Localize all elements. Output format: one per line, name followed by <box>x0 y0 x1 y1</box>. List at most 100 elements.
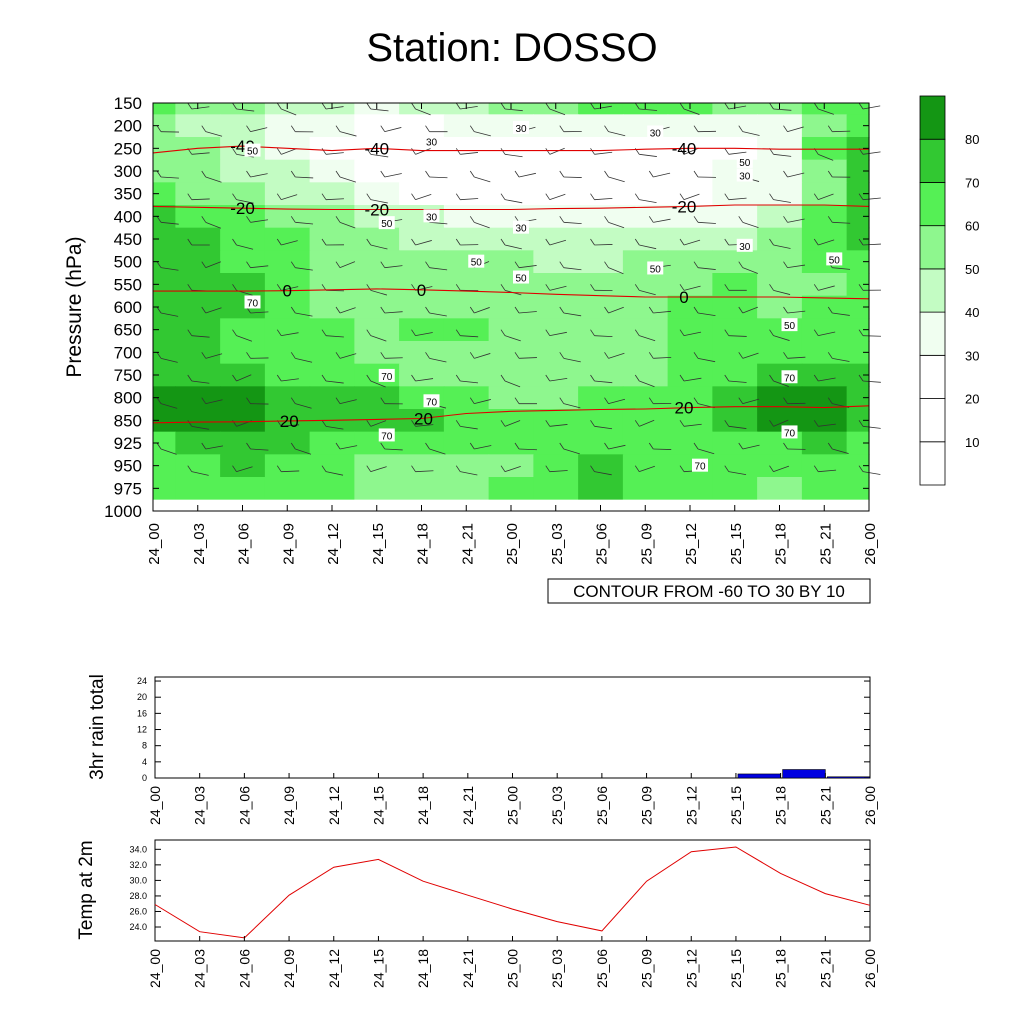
humidity-cell <box>153 250 176 274</box>
humidity-cell <box>578 182 624 206</box>
wind-barb <box>608 444 626 450</box>
wind-barb-flag <box>455 374 461 382</box>
humidity-cell <box>443 454 490 478</box>
wind-barb-flag <box>648 306 654 314</box>
wind-barb <box>862 105 881 110</box>
wind-barb-flag <box>290 170 296 178</box>
wind-barb <box>787 264 806 269</box>
wind-barb-flag <box>545 148 551 155</box>
humidity-cell <box>801 159 848 183</box>
humidity-cell <box>443 295 490 319</box>
wind-barb-flag <box>232 102 237 110</box>
rain-axis-label: 3hr rain total <box>87 674 108 780</box>
wind-barb-flag <box>411 465 416 472</box>
wind-barb-flag <box>290 397 296 404</box>
humidity-cell <box>667 386 713 410</box>
wind-barb <box>653 356 672 359</box>
wind-barb <box>370 153 389 158</box>
wind-barb <box>250 265 269 269</box>
wind-barb <box>474 445 492 450</box>
humidity-cell <box>175 114 221 138</box>
wind-barb <box>639 108 658 111</box>
colorbar: 10 20 30 40 50 60 70 80 <box>919 95 979 486</box>
wind-barb-flag <box>321 374 327 382</box>
wind-barb-flag <box>276 193 282 200</box>
wind-barb <box>608 131 626 137</box>
rain-y-tick-label: 24 <box>137 676 147 686</box>
humidity-cell <box>220 159 266 183</box>
wind-barb-flag <box>500 329 506 336</box>
wind-barb-flag <box>156 216 162 223</box>
humidity-cell <box>578 409 624 433</box>
humidity-cell <box>533 363 579 387</box>
humidity-cell <box>309 431 355 455</box>
humidity-cell <box>153 159 176 183</box>
humidity-cell <box>757 182 803 206</box>
humidity-cell <box>443 114 490 138</box>
wind-barb <box>429 267 448 271</box>
wind-barb-flag <box>425 170 430 178</box>
wind-barb <box>549 331 567 337</box>
wind-barb-flag <box>545 329 551 336</box>
wind-barb-flag <box>201 261 207 268</box>
wind-barb <box>504 466 521 473</box>
wind-barb-flag <box>724 193 730 200</box>
wind-barb-flag <box>514 170 520 178</box>
temp-x-tick-label: 24_12 <box>326 949 342 988</box>
temp-y-tick-label: 24.0 <box>129 922 147 932</box>
wind-barb-flag <box>693 442 699 450</box>
humidity-cell <box>578 227 624 251</box>
wind-barb <box>862 151 881 155</box>
wind-barb <box>504 335 521 342</box>
wind-barb-flag <box>366 420 372 427</box>
wind-barb <box>281 108 297 116</box>
wind-barb <box>236 466 253 473</box>
humidity-cell <box>264 227 311 251</box>
rain-x-tick-label: 25_03 <box>549 786 565 825</box>
humidity-cell <box>757 477 803 501</box>
rain-x-tick-label: 25_18 <box>773 786 789 825</box>
wind-barb-flag <box>156 352 162 359</box>
wind-barb <box>160 448 177 455</box>
wind-barb-flag <box>156 397 162 404</box>
wind-barb <box>639 199 657 204</box>
humidity-label-bg <box>423 394 440 408</box>
wind-barb <box>236 199 254 204</box>
temp-contour-line <box>152 204 870 211</box>
humidity-contour-label: 30 <box>426 138 438 149</box>
wind-barb-flag <box>559 352 565 359</box>
wind-barb-flag <box>769 420 774 427</box>
temp-x-tick-label: 24_18 <box>415 949 431 988</box>
humidity-cell <box>533 295 579 319</box>
humidity-cell <box>846 386 870 410</box>
humidity-cell <box>264 250 311 274</box>
wind-barb <box>742 398 760 405</box>
wind-barb <box>460 380 479 384</box>
humidity-cell <box>175 159 221 183</box>
wind-barb <box>474 307 490 314</box>
wind-barb <box>160 312 179 317</box>
wind-barb-flag <box>246 442 251 450</box>
wind-barb-flag <box>500 102 506 110</box>
wind-barb-flag <box>738 397 744 404</box>
wind-barb-flag <box>380 306 386 314</box>
temp-x-tick-label: 25_18 <box>773 949 789 988</box>
wind-barb-flag <box>545 238 551 246</box>
wind-barb <box>697 267 716 270</box>
humidity-label-bg <box>513 270 529 284</box>
colorbar-segment <box>919 268 946 313</box>
wind-barb-flag <box>590 420 595 427</box>
humidity-cell <box>220 205 266 229</box>
wind-barb-flag <box>276 329 282 336</box>
wind-barb <box>384 311 403 314</box>
humidity-contour-label: 30 <box>426 212 438 223</box>
humidity-cell <box>220 273 266 297</box>
wind-barb-flag <box>604 306 609 314</box>
wind-barb-flag <box>156 125 162 132</box>
time-tick-label: 24_12 <box>325 523 342 565</box>
wind-barb <box>295 221 314 225</box>
time-tick-label: 25_03 <box>549 523 566 565</box>
temp-x-tick-label: 25_06 <box>594 949 610 988</box>
humidity-cell <box>578 137 624 161</box>
wind-barb-flag <box>321 284 327 291</box>
